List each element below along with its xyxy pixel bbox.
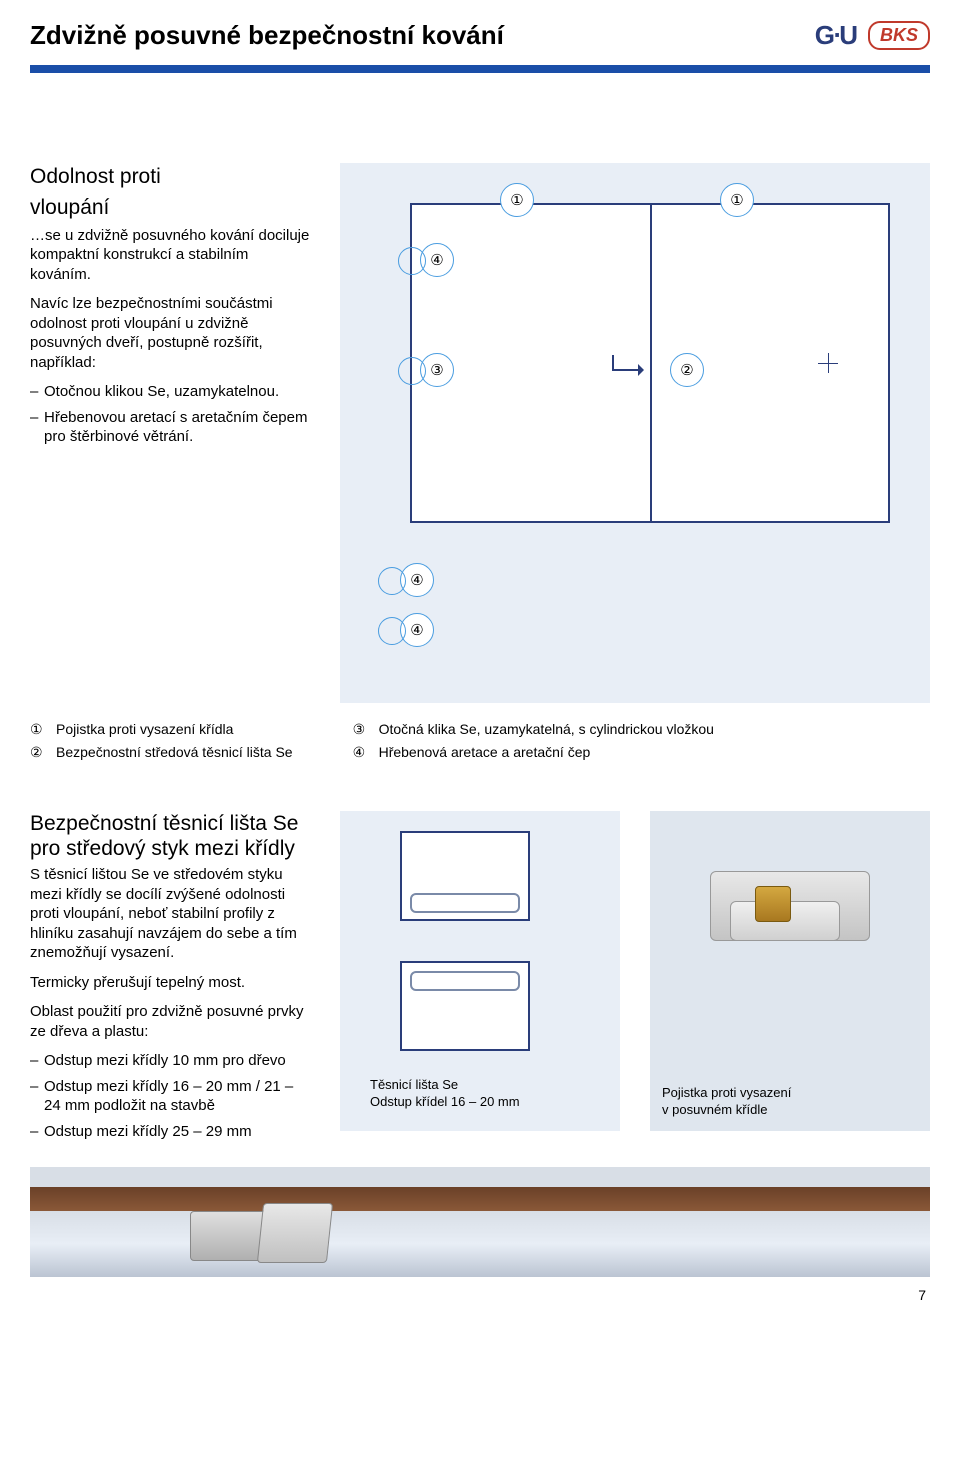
section1-heading-l1: Odolnost proti <box>30 163 310 190</box>
gu-logo: G⋅U <box>815 20 856 51</box>
detail-circle-icon <box>398 357 426 385</box>
section1-para: Navíc lze bezpečnostními součástmi odoln… <box>30 294 310 372</box>
hardware-caption-l2: v posuvném křídle <box>662 1102 791 1119</box>
detail-circle-icon <box>378 617 406 645</box>
callout-1: ① <box>500 183 534 217</box>
window-frame <box>410 203 890 523</box>
section1-heading-l2: vloupání <box>30 194 310 221</box>
section1-text: Odolnost proti vloupání …se u zdvižně po… <box>30 163 310 703</box>
section2-para3: Oblast použití pro zdvižně posuvné prvky… <box>30 1002 310 1041</box>
profile-groove-icon <box>410 971 520 991</box>
detail-circle-icon <box>398 247 426 275</box>
profile-caption-l1: Těsnicí lišta Se <box>370 1077 520 1094</box>
legend-num: ③ <box>353 721 371 738</box>
section2-text: Bezpečnostní těsnicí lišta Se pro středo… <box>30 811 310 1147</box>
section1-intro: …se u zdvižně posuvného kování dociluje … <box>30 226 310 285</box>
slide-arrow-icon <box>612 363 652 377</box>
diagram-legend: ① Pojistka proti vysazení křídla ② Bezpe… <box>30 721 930 761</box>
section2-bullet: Odstup mezi křídly 10 mm pro dřevo <box>30 1051 310 1071</box>
pane-cross-icon <box>818 353 838 373</box>
callout-2: ② <box>670 353 704 387</box>
legend-num: ④ <box>353 744 371 761</box>
hardware-brass-icon <box>755 886 791 922</box>
legend-text: Bezpečnostní středová těsnicí lišta Se <box>56 744 293 761</box>
section1-bullet: Otočnou klikou Se, uzamykatelnou. <box>30 382 310 402</box>
callout-1: ① <box>720 183 754 217</box>
section2-bullet: Odstup mezi křídly 25 – 29 mm <box>30 1122 310 1142</box>
profile-caption-l2: Odstup křídel 16 – 20 mm <box>370 1094 520 1111</box>
page-number: 7 <box>30 1287 926 1303</box>
bks-logo: BKS <box>868 21 930 50</box>
section1-bullet: Hřebenovou aretací s aretačním čepem pro… <box>30 408 310 447</box>
legend-num: ② <box>30 744 48 761</box>
legend-num: ① <box>30 721 48 738</box>
rail-photo <box>30 1167 930 1277</box>
profile-diagram: Těsnicí lišta Se Odstup křídel 16 – 20 m… <box>340 811 620 1131</box>
window-diagram: ① ① ④ ③ ② ④ ④ <box>340 163 930 703</box>
section2-para2: Termicky přerušují tepelný most. <box>30 973 310 993</box>
section2-heading: Bezpečnostní těsnicí lišta Se pro středo… <box>30 811 310 861</box>
profile-top <box>400 831 530 921</box>
section2-para1: S těsnicí lištou Se ve středovém styku m… <box>30 865 310 963</box>
page-title: Zdvižně posuvné bezpečnostní kování <box>30 20 504 51</box>
legend-text: Pojistka proti vysazení křídla <box>56 721 233 738</box>
header-rule <box>30 65 930 73</box>
section2-bullet: Odstup mezi křídly 16 – 20 mm / 21 – 24 … <box>30 1077 310 1116</box>
legend-text: Hřebenová aretace a aretační čep <box>379 744 591 761</box>
detail-circle-icon <box>378 567 406 595</box>
hardware-photo: Pojistka proti vysazení v posuvném křídl… <box>650 811 930 1131</box>
rail-hardware-icon <box>257 1203 333 1263</box>
legend-text: Otočná klika Se, uzamykatelná, s cylindr… <box>379 721 714 738</box>
logo-group: G⋅U BKS <box>815 20 930 51</box>
profile-bottom <box>400 961 530 1051</box>
profile-groove-icon <box>410 893 520 913</box>
hardware-caption-l1: Pojistka proti vysazení <box>662 1085 791 1102</box>
